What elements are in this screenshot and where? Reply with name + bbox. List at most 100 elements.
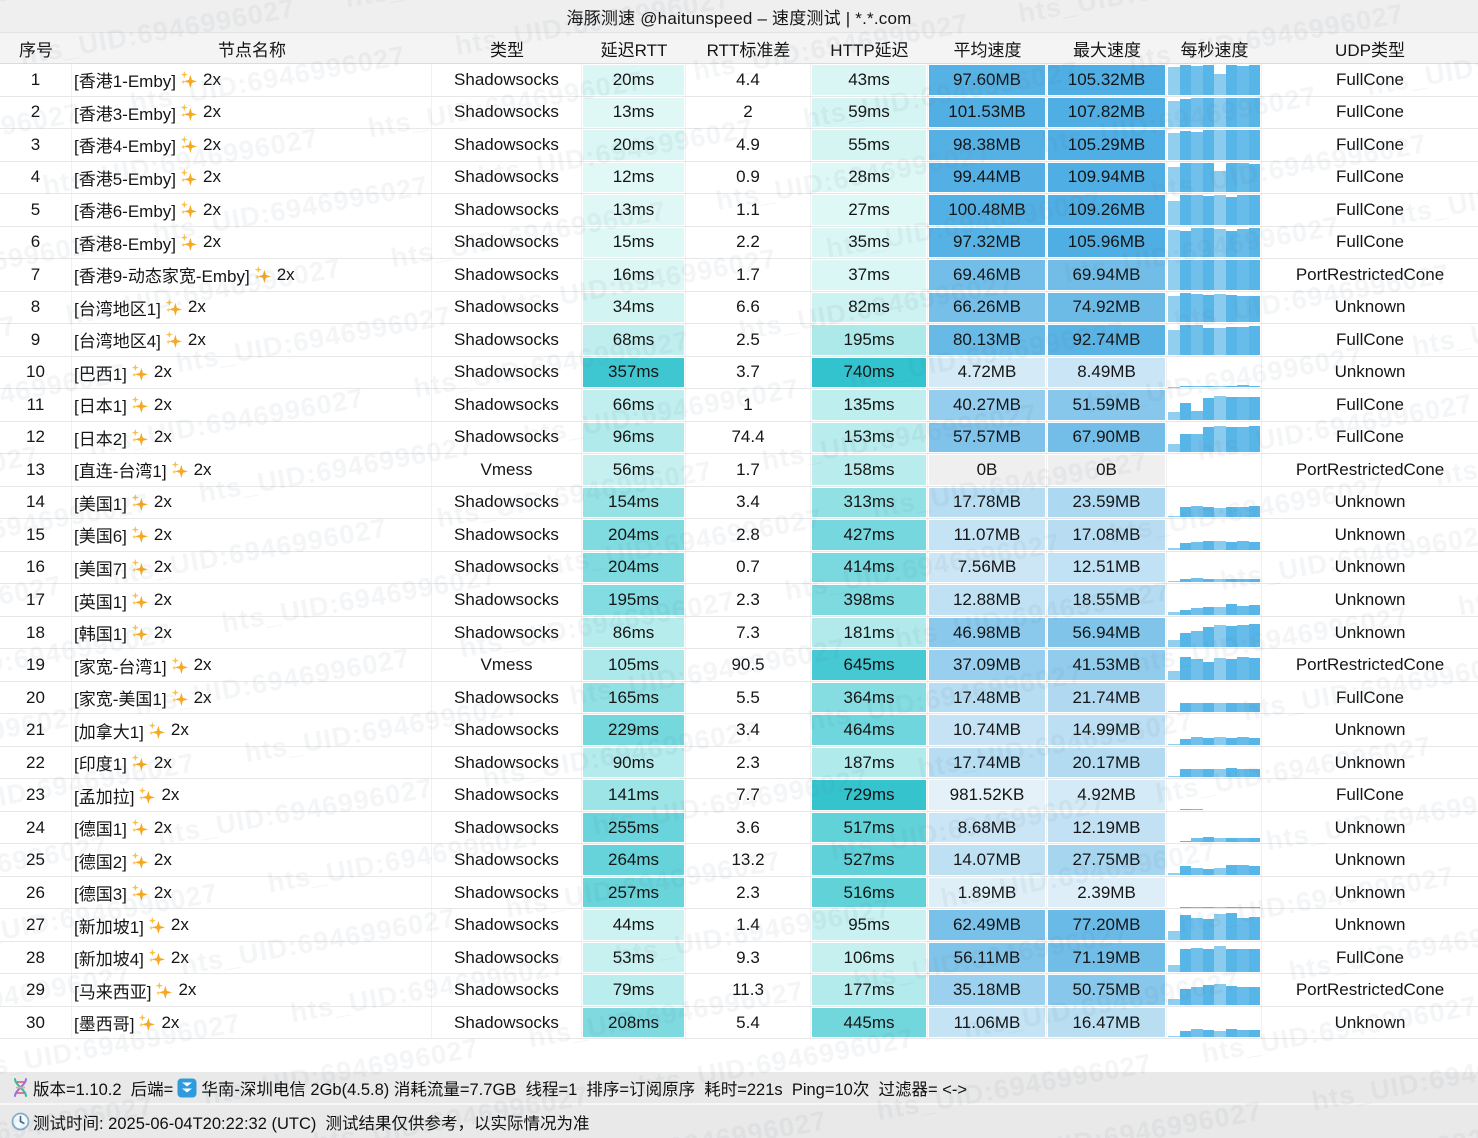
speed-bars xyxy=(1168,325,1260,355)
rtt-cell: 90ms xyxy=(582,746,686,779)
udp-type-value: Unknown xyxy=(1334,622,1406,642)
node-multiplier: 2x xyxy=(153,557,172,577)
node-multiplier: 2x xyxy=(153,492,172,512)
avg-speed-value: 80.13MB xyxy=(929,325,1045,355)
avg-speed-value: 35.18MB xyxy=(929,975,1045,1005)
max-speed-cell: 14.99MB xyxy=(1047,714,1167,746)
protocol-type: Shadowsocks xyxy=(432,96,582,129)
per-second-speed-chart xyxy=(1167,454,1262,486)
max-speed-cell: 71.19MB xyxy=(1047,941,1167,974)
avg-speed-cell: 14.07MB xyxy=(928,844,1047,876)
protocol-type: Shadowsocks xyxy=(432,1006,582,1039)
footer-backend-stats: 华南-深圳电信 2Gb(4.5.8) 消耗流量=7.7GB 线程=1 排序=订阅… xyxy=(201,1080,967,1099)
node-multiplier: 2x xyxy=(153,752,172,772)
row-index: 22 xyxy=(0,746,72,779)
rtt-value: 195ms xyxy=(583,585,684,615)
http-latency-value: 729ms xyxy=(812,780,926,810)
per-second-speed-chart xyxy=(1167,389,1262,421)
node-name-cell: [美国7] 2x xyxy=(72,551,432,584)
protocol-type: Shadowsocks xyxy=(432,389,582,421)
node-name-cell: [直连-台湾1] 2x xyxy=(72,454,432,486)
speed-bars xyxy=(1168,780,1260,810)
max-speed-cell: 16.47MB xyxy=(1047,1006,1167,1039)
http-latency-value: 55ms xyxy=(812,130,926,160)
rtt-value: 264ms xyxy=(583,845,684,875)
rtt-value: 86ms xyxy=(583,617,684,648)
node-multiplier: 2x xyxy=(187,329,206,349)
node-name: [新加坡4] xyxy=(74,950,144,970)
rtt-cell: 13ms xyxy=(582,96,686,129)
sparkles-icon xyxy=(148,916,165,934)
row-index: 29 xyxy=(0,974,72,1006)
http-latency-value: 181ms xyxy=(812,617,926,648)
rtt-value: 79ms xyxy=(583,975,684,1005)
max-speed-value: 74.92MB xyxy=(1048,292,1165,323)
max-speed-cell: 105.96MB xyxy=(1047,226,1167,259)
speed-bars xyxy=(1168,423,1260,453)
max-speed-value: 67.90MB xyxy=(1048,422,1165,453)
udp-type-value: FullCone xyxy=(1335,232,1405,252)
avg-speed-cell: 1.89MB xyxy=(928,876,1047,909)
rtt-value: 357ms xyxy=(583,357,684,388)
max-speed-cell: 8.49MB xyxy=(1047,356,1167,389)
col-header-udp-type: UDP类型 xyxy=(1335,40,1405,60)
avg-speed-value: 12.88MB xyxy=(929,585,1045,615)
table-row: 23 [孟加拉] 2x Shadowsocks 141ms 7.7 729ms … xyxy=(0,779,1478,812)
sparkles-icon xyxy=(180,168,198,186)
rtt-cell: 165ms xyxy=(582,681,686,714)
col-header-type: 类型 xyxy=(490,40,524,60)
node-name: [日本2] xyxy=(74,429,127,449)
max-speed-value: 105.32MB xyxy=(1048,65,1165,95)
max-speed-value: 0B xyxy=(1048,455,1165,485)
avg-speed-value: 0B xyxy=(929,455,1045,485)
max-speed-cell: 51.59MB xyxy=(1047,389,1167,421)
node-name: [印度1] xyxy=(74,755,127,775)
node-multiplier: 2x xyxy=(276,264,295,284)
rtt-stddev-value: 5.5 xyxy=(686,681,811,714)
table-row: 19 [家宽-台湾1] 2x Vmess 105ms 90.5 645ms 37… xyxy=(0,649,1478,682)
node-name-cell: [德国3] 2x xyxy=(72,876,432,909)
bottom-spacer xyxy=(0,1039,1478,1072)
node-multiplier: 2x xyxy=(153,427,172,447)
protocol-type: Vmess xyxy=(432,454,582,486)
node-name: [美国7] xyxy=(74,559,127,579)
row-index: 6 xyxy=(0,226,72,259)
udp-type-value: Unknown xyxy=(1334,557,1406,577)
rtt-stddev-value: 74.4 xyxy=(686,421,811,454)
speed-bars xyxy=(1168,358,1260,388)
http-latency-cell: 27ms xyxy=(811,194,928,226)
table-row: 12 [日本2] 2x Shadowsocks 96ms 74.4 153ms … xyxy=(0,421,1478,455)
avg-speed-value: 66.26MB xyxy=(929,292,1045,323)
node-name: [直连-台湾1] xyxy=(74,462,167,482)
node-name: [香港4-Emby] xyxy=(74,137,177,157)
udp-type-value: Unknown xyxy=(1334,590,1406,609)
rtt-stddev-value: 2.3 xyxy=(686,876,811,909)
avg-speed-cell: 17.48MB xyxy=(928,681,1047,714)
max-speed-cell: 2.39MB xyxy=(1047,876,1167,909)
clock-icon xyxy=(11,1112,30,1131)
node-multiplier: 2x xyxy=(153,362,172,382)
rtt-value: 20ms xyxy=(583,65,684,95)
col-header-index: 序号 xyxy=(19,40,53,60)
rtt-value: 13ms xyxy=(583,97,684,128)
http-latency-cell: 55ms xyxy=(811,129,928,161)
table-row: 21 [加拿大1] 2x Shadowsocks 229ms 3.4 464ms… xyxy=(0,714,1478,747)
node-multiplier: 2x xyxy=(203,134,221,154)
avg-speed-cell: 11.07MB xyxy=(928,519,1047,551)
speed-bars xyxy=(1168,260,1260,290)
speed-bars xyxy=(1168,97,1260,128)
rtt-cell: 204ms xyxy=(582,519,686,551)
table-row: 11 [日本1] 2x Shadowsocks 66ms 1 135ms 40.… xyxy=(0,389,1478,422)
avg-speed-cell: 37.09MB xyxy=(928,649,1047,681)
node-name-cell: [香港5-Emby] 2x xyxy=(72,161,432,194)
protocol-type: Shadowsocks xyxy=(432,681,582,714)
rtt-cell: 141ms xyxy=(582,779,686,811)
rtt-cell: 204ms xyxy=(582,551,686,584)
rtt-value: 141ms xyxy=(583,780,684,810)
rtt-stddev-value: 2 xyxy=(686,96,811,129)
row-index: 30 xyxy=(0,1006,72,1039)
node-multiplier: 2x xyxy=(193,459,212,479)
max-speed-cell: 50.75MB xyxy=(1047,974,1167,1006)
sparkles-icon xyxy=(180,103,198,121)
node-multiplier: 2x xyxy=(153,622,172,642)
